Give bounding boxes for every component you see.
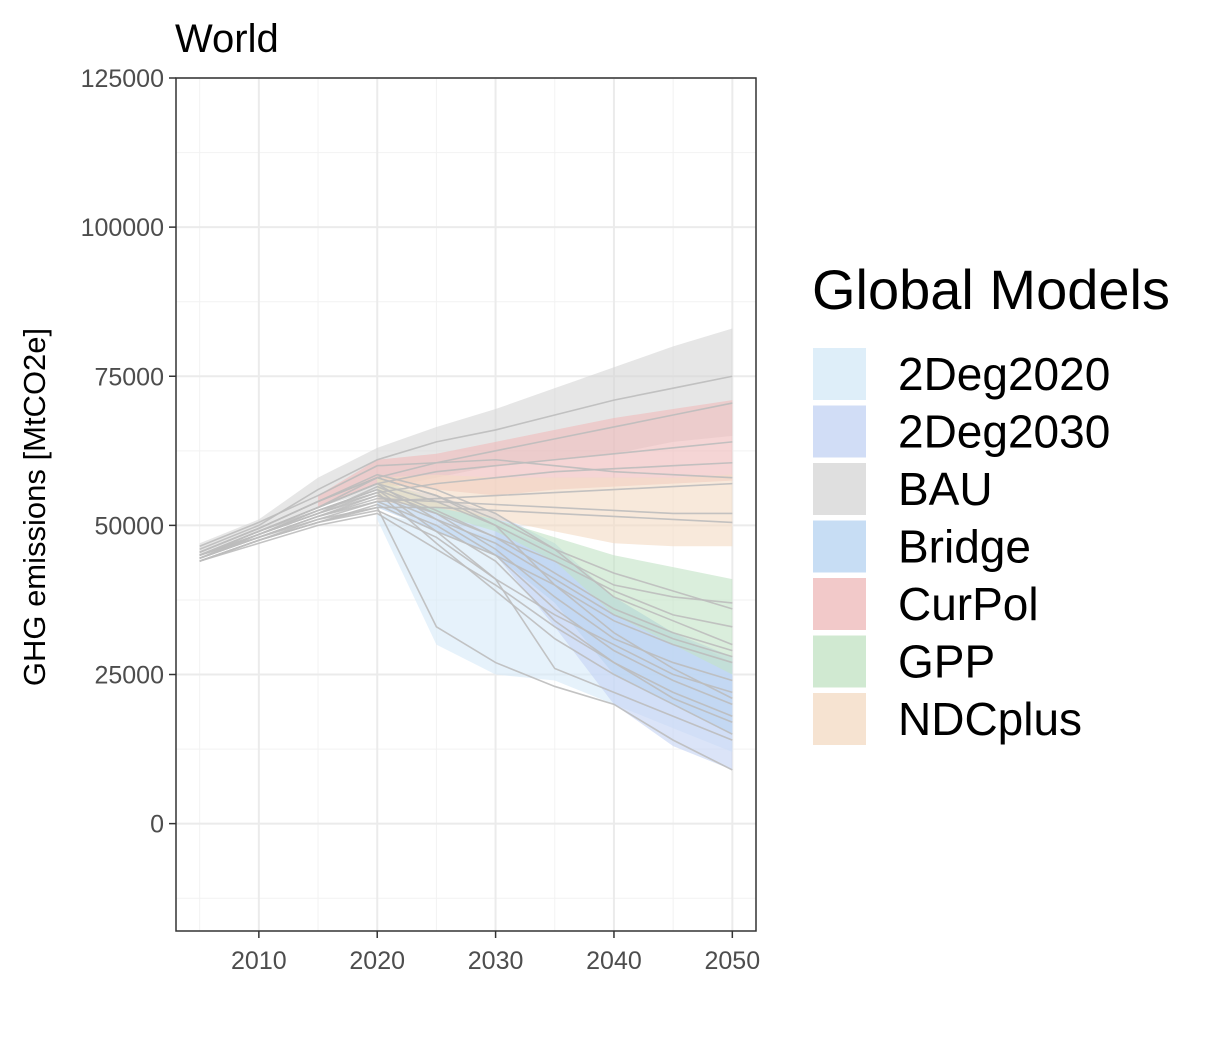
y-tick-label: 25000 [94,662,164,690]
model-run-line [199,485,733,628]
band-ndcplus [377,474,733,547]
model-run-line [199,476,733,610]
scenario-bands [199,328,733,770]
model-run-line [199,482,733,556]
y-tick-label: 100000 [81,214,164,242]
model-run-lines [199,375,733,771]
legend-key-2deg2030 [813,405,866,458]
legend-label-bau: BAU [898,463,993,515]
chart-title: World [175,17,279,61]
legend-key-curpol [813,578,866,630]
legend-key-bau [813,463,866,515]
x-tick-label: 2030 [468,947,524,975]
y-axis-label: GHG emissions [MtCO2e] [17,328,52,686]
model-run-line [199,458,733,547]
axes: 2010 2020 2030 2040 2050 0 25000 50000 75000 1000… [81,65,761,975]
model-run-line [199,500,733,723]
legend-key-gpp [813,635,866,688]
legend-label-ndcplus: NDCplus [898,693,1082,745]
band-gpp [377,477,733,675]
model-run-line [199,488,733,741]
y-tick-label: 125000 [81,65,164,93]
legend-label-bridge: Bridge [898,521,1031,573]
x-tick-label: 2050 [705,947,761,975]
legend-label-curpol: CurPol [898,578,1039,630]
x-tick-label: 2040 [586,947,642,975]
plot-panel-border [175,77,757,932]
legend-key-bridge [813,520,866,573]
legend-label-2deg2020: 2Deg2020 [898,348,1110,400]
y-tick-label: 0 [150,811,164,839]
x-tick-label: 2020 [349,947,405,975]
model-run-line [199,491,733,735]
model-run-line [199,506,733,771]
band-bridge [377,483,733,735]
legend-title: Global Models [812,258,1170,321]
legend-key-ndcplus [813,693,866,745]
model-run-line [199,509,733,694]
y-tick-label: 50000 [94,512,164,540]
legend-label-2deg2030: 2Deg2030 [898,406,1110,458]
y-tick-label: 75000 [94,363,164,391]
legend-label-gpp: GPP [898,636,995,688]
x-tick-label: 2010 [231,947,287,975]
legend-key-2deg2020 [813,348,866,400]
model-run-line [199,375,733,550]
model-run-line [199,476,733,700]
